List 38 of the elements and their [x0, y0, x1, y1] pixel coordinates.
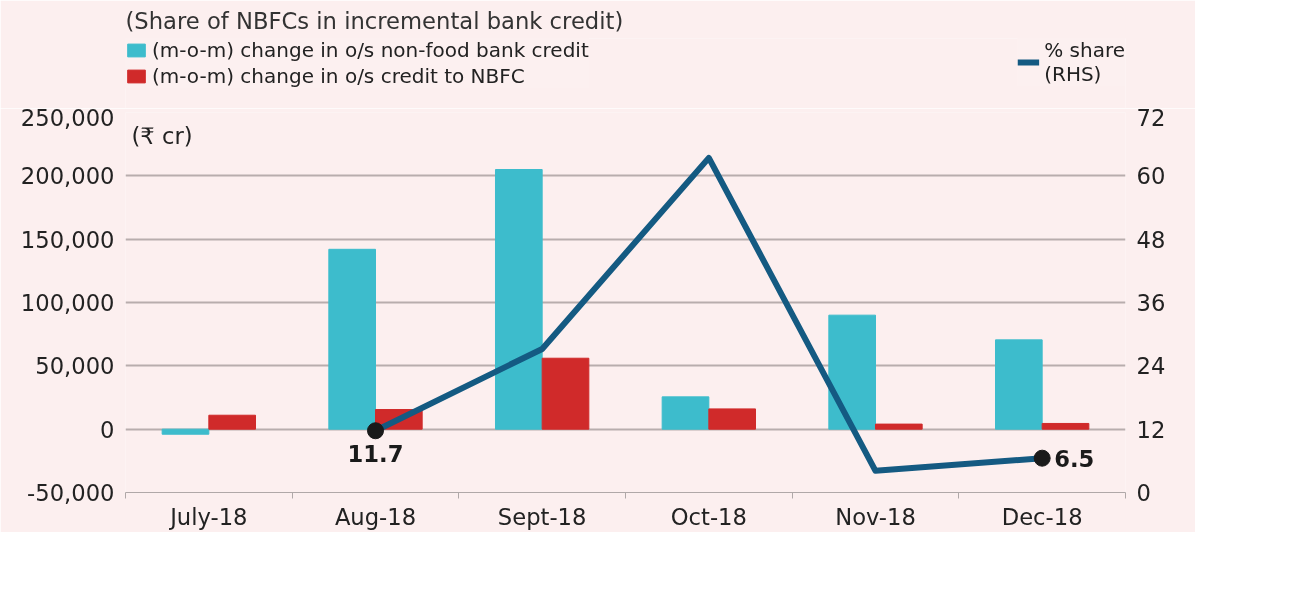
y-tick-label: -50,000: [27, 480, 115, 506]
y2-tick-label: 24: [1136, 353, 1166, 380]
x-tick-label: Dec-18: [1001, 503, 1083, 530]
y-tick-label: 100,000: [20, 290, 115, 316]
legend-label: (m-o-m) change in o/s non-food bank credit: [152, 38, 589, 62]
bar: [208, 414, 256, 430]
y2-tick-label: 12: [1136, 416, 1166, 443]
legend-label: (m-o-m) change in o/s credit to NBFC: [152, 64, 525, 88]
x-tick-label: Aug-18: [334, 503, 417, 530]
y2-tick-label: 48: [1136, 226, 1166, 253]
chart-title: (Share of NBFCs in incremental bank credit): [125, 7, 624, 34]
bar: [708, 408, 756, 430]
bar: [661, 396, 710, 430]
y2-tick-label: 72: [1136, 104, 1166, 131]
x-tick-label: Sept-18: [497, 503, 587, 530]
legend-label: % share (RHS): [1044, 38, 1125, 86]
y-tick-label: 250,000: [20, 104, 115, 131]
bar: [828, 314, 876, 430]
data-label: 6.5: [1054, 445, 1095, 472]
x-tick-label: July-18: [168, 503, 248, 530]
y2-tick-label: 36: [1136, 290, 1166, 316]
x-tick-label: Nov-18: [835, 503, 916, 530]
y-tick-label: 200,000: [20, 163, 115, 190]
x-tick-label: Oct-18: [670, 503, 747, 530]
y-axis-title: (₹ cr): [131, 122, 193, 149]
y-tick-label: 0: [100, 416, 115, 443]
bar: [495, 169, 543, 430]
y-tick-label: 150,000: [20, 226, 115, 253]
bar: [328, 248, 376, 430]
data-label: 11.7: [347, 440, 404, 467]
bar: [161, 428, 210, 435]
y2-tick-label: 60: [1136, 163, 1166, 190]
y-tick-label: 50,000: [35, 353, 115, 380]
bar: [1041, 422, 1090, 430]
y2-tick-label: 0: [1136, 480, 1151, 506]
bar: [541, 357, 590, 430]
bar: [995, 339, 1043, 430]
bar: [875, 423, 923, 430]
